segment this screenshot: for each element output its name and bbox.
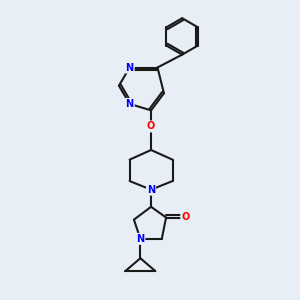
- Text: O: O: [147, 122, 155, 131]
- Text: N: N: [126, 62, 134, 73]
- Text: N: N: [147, 184, 155, 195]
- Text: N: N: [136, 234, 144, 244]
- Text: O: O: [181, 212, 190, 223]
- Text: N: N: [126, 99, 134, 109]
